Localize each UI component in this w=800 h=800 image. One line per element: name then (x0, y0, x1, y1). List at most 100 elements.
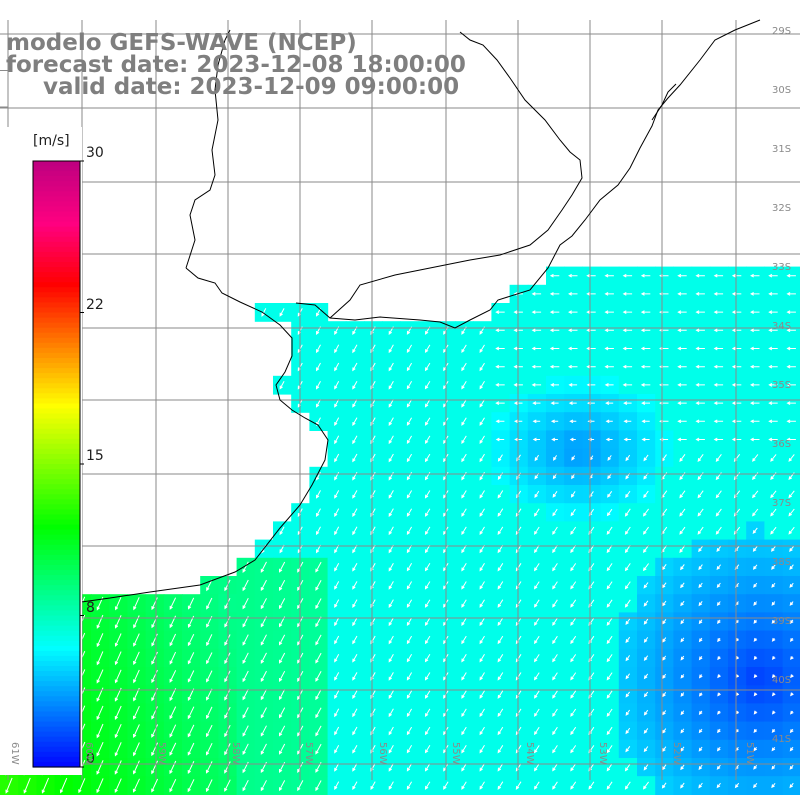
wind-vector (461, 781, 467, 790)
colorbar-band (33, 171, 80, 177)
colorbar-band (33, 191, 80, 197)
wind-vector (406, 508, 413, 517)
wind-vector (568, 383, 578, 387)
wind-vector (515, 781, 522, 790)
wind-vector (753, 674, 758, 679)
wind-vector (677, 419, 687, 424)
wind-vector (479, 690, 485, 699)
wind-vector (717, 674, 721, 679)
wind-vector (570, 708, 577, 717)
colorbar-band (33, 423, 80, 430)
wind-vector (661, 782, 667, 789)
wind-vector (479, 362, 485, 372)
wind-vector (768, 437, 778, 442)
colorbar-band (33, 277, 80, 283)
wind-vector (771, 619, 776, 624)
coast-brazil (295, 19, 761, 329)
colorbar-band (33, 297, 80, 303)
longitude-label: 55W (450, 742, 461, 765)
colorbar-band (33, 317, 80, 324)
colorbar-band (33, 469, 80, 475)
wind-vector (497, 454, 503, 462)
wind-vector (260, 634, 267, 646)
wind-vector (753, 582, 758, 588)
wind-vector (771, 782, 776, 789)
wind-vector (424, 708, 431, 718)
wind-vector (242, 743, 249, 755)
colorbar-band (33, 615, 80, 622)
wind-vector (713, 401, 724, 405)
wind-vector (388, 708, 394, 718)
wind-vector (768, 292, 778, 296)
wind-vector (461, 563, 467, 572)
wind-vector (114, 742, 122, 757)
border-river (185, 29, 231, 269)
wind-vector (206, 597, 213, 610)
wind-vector (352, 490, 358, 499)
wind-vector (315, 634, 322, 646)
wind-vector (315, 490, 321, 499)
colorbar-band (33, 342, 80, 349)
wind-vector (789, 582, 794, 588)
wind-vector (786, 328, 796, 333)
wind-vector (315, 362, 321, 372)
wind-vector (513, 364, 523, 369)
wind-vector (677, 310, 687, 314)
wind-vector (771, 692, 776, 697)
colorbar-band (33, 625, 80, 632)
wind-vector (315, 652, 322, 664)
wind-vector (534, 654, 540, 663)
wind-vector (424, 617, 431, 627)
wind-vector (552, 726, 558, 736)
colorbar-band (33, 206, 80, 213)
wind-vector (242, 561, 249, 573)
wind-vector (279, 598, 286, 610)
wind-vector (279, 634, 286, 646)
wind-vector (151, 742, 159, 757)
wind-vector (96, 760, 104, 775)
wind-vector (315, 561, 322, 573)
wind-vector (513, 383, 523, 387)
wind-vector (570, 599, 577, 608)
wind-vector (534, 726, 540, 736)
wind-vector (334, 581, 340, 590)
wind-vector (716, 764, 721, 770)
wind-vector (187, 760, 195, 775)
wind-vector (695, 419, 705, 424)
wind-vector (534, 672, 540, 681)
wind-vector (752, 527, 758, 534)
wind-vector (388, 471, 394, 481)
colorbar-unit: [m/s] (33, 133, 70, 149)
wind-vector (550, 383, 559, 387)
latitude-label: 40S (772, 675, 792, 686)
wind-vector (461, 708, 467, 718)
wind-vector (695, 401, 705, 405)
wind-vector (388, 526, 394, 536)
wind-vector (242, 688, 249, 701)
wind-vector (695, 346, 705, 351)
wind-vector (570, 635, 577, 645)
wind-vector (768, 419, 778, 424)
wind-vector (753, 710, 758, 715)
coastline (0, 19, 761, 629)
wind-vector (570, 690, 577, 699)
wind-vector (461, 581, 467, 590)
colorbar-band (33, 464, 80, 470)
wind-vector (750, 328, 760, 333)
wind-vector (790, 656, 794, 660)
wind-vector (606, 526, 613, 535)
colorbar-band (33, 201, 80, 208)
wind-vector (479, 635, 485, 645)
wind-vector (133, 633, 140, 647)
colorbar-band (33, 529, 80, 536)
wind-vector (622, 383, 633, 387)
wind-vector (315, 580, 322, 591)
colorbar-band (33, 544, 80, 551)
wind-vector (279, 308, 285, 317)
wind-vector (388, 599, 394, 608)
wind-vector (406, 362, 413, 372)
wind-vector (479, 344, 485, 354)
wind-vector (734, 782, 740, 789)
colorbar-band (33, 635, 80, 642)
colorbar-band (33, 383, 80, 389)
